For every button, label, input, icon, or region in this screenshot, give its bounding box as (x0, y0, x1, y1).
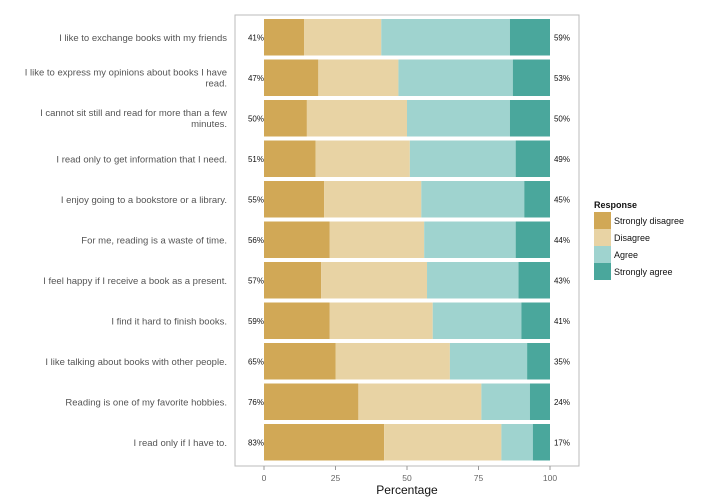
bar-segment-agree-2 (407, 100, 510, 137)
legend-label-strongly-disagree: Strongly disagree (614, 216, 684, 226)
right-percent-label-7: 41% (554, 317, 570, 326)
bar-segment-strongly-disagree-8 (264, 343, 336, 380)
bar-segment-strongly-disagree-1 (264, 59, 319, 96)
bar-segment-disagree-9 (358, 383, 482, 420)
bar-segment-strongly-agree-3 (515, 140, 550, 177)
bar-segment-strongly-agree-4 (524, 181, 550, 218)
category-label-3: I read only to get information that I ne… (56, 154, 227, 165)
category-label-1: I like to express my opinions about book… (25, 67, 227, 89)
bar-segment-strongly-agree-2 (509, 100, 550, 137)
bar-segment-strongly-agree-1 (512, 59, 550, 96)
legend-label-disagree: Disagree (614, 233, 650, 243)
bar-segment-disagree-2 (306, 100, 407, 137)
bar-segment-agree-1 (398, 59, 513, 96)
bar-segment-strongly-agree-10 (532, 424, 550, 461)
left-percent-label-1: 47% (248, 74, 264, 83)
x-tick-label-4: 100 (543, 473, 557, 483)
right-percent-label-3: 49% (554, 155, 570, 164)
right-percent-label-8: 35% (554, 357, 570, 366)
category-label-8: I like talking about books with other pe… (45, 357, 227, 368)
bar-segment-agree-8 (449, 343, 528, 380)
bar-segment-disagree-3 (315, 140, 410, 177)
right-percent-label-1: 53% (554, 74, 570, 83)
bar-segment-agree-7 (432, 302, 522, 339)
x-tick-label-0: 0 (262, 473, 267, 483)
left-percent-label-5: 56% (248, 236, 264, 245)
category-label-7: I find it hard to finish books. (111, 316, 227, 327)
category-label-5: For me, reading is a waste of time. (81, 235, 227, 246)
legend-swatch-disagree (594, 229, 611, 246)
bar-segment-disagree-7 (329, 302, 433, 339)
right-percent-label-5: 44% (554, 236, 570, 245)
right-percent-label-9: 24% (554, 398, 570, 407)
bar-segment-strongly-agree-9 (529, 383, 550, 420)
bar-segment-strongly-disagree-3 (264, 140, 316, 177)
bar-segment-strongly-disagree-10 (264, 424, 385, 461)
right-percent-label-4: 45% (554, 195, 570, 204)
category-label-0: I like to exchange books with my friends (59, 33, 227, 44)
left-percent-label-8: 65% (248, 357, 264, 366)
x-tick-label-3: 75 (474, 473, 484, 483)
left-percent-labels: 41% 47% 50% 51% 55% 56% 57% 59% 65% 76% 83% (248, 33, 264, 447)
bar-segment-strongly-disagree-6 (264, 262, 322, 299)
category-label-2: I cannot sit still and read for more tha… (40, 108, 227, 130)
x-axis-ticks: 0 25 50 75 100 (262, 466, 557, 483)
bar-segment-agree-9 (481, 383, 530, 420)
bar-segment-strongly-disagree-4 (264, 181, 325, 218)
bar-segment-disagree-5 (329, 221, 425, 258)
bar-segment-agree-6 (427, 262, 519, 299)
legend-swatch-agree (594, 246, 611, 263)
right-percent-label-6: 43% (554, 276, 570, 285)
bar-segment-strongly-agree-0 (509, 19, 550, 56)
right-percent-label-0: 59% (554, 33, 570, 42)
left-percent-label-7: 59% (248, 317, 264, 326)
bar-segment-disagree-6 (321, 262, 428, 299)
legend-swatch-strongly-agree (594, 263, 611, 280)
left-percent-label-3: 51% (248, 155, 264, 164)
bar-segment-disagree-10 (384, 424, 502, 461)
bar-segment-disagree-4 (324, 181, 422, 218)
left-percent-label-6: 57% (248, 276, 264, 285)
right-percent-label-10: 17% (554, 438, 570, 447)
category-label-4: I enjoy going to a bookstore or a librar… (61, 195, 227, 206)
bar-segment-disagree-8 (335, 343, 450, 380)
category-label-9: Reading is one of my favorite hobbies. (65, 397, 227, 408)
right-percent-label-2: 50% (554, 114, 570, 123)
bar-segment-agree-4 (421, 181, 525, 218)
bar-segment-strongly-disagree-7 (264, 302, 330, 339)
legend-label-agree: Agree (614, 250, 638, 260)
category-label-6: I feel happy if I receive a book as a pr… (43, 276, 227, 287)
bar-segment-agree-10 (501, 424, 533, 461)
bar-segment-strongly-disagree-2 (264, 100, 307, 137)
bar-segment-strongly-disagree-9 (264, 383, 359, 420)
x-tick-label-1: 25 (331, 473, 341, 483)
category-label-10: I read only if I have to. (134, 438, 227, 449)
left-percent-label-2: 50% (248, 114, 264, 123)
bar-segment-strongly-disagree-0 (264, 19, 305, 56)
bar-segment-agree-5 (424, 221, 516, 258)
left-percent-label-0: 41% (248, 33, 264, 42)
left-percent-label-9: 76% (248, 398, 264, 407)
legend: Response Strongly disagree Disagree Agree S… (594, 200, 684, 280)
bar-segment-strongly-disagree-5 (264, 221, 330, 258)
bar-segment-disagree-1 (318, 59, 399, 96)
bar-segment-strongly-agree-6 (518, 262, 550, 299)
bar-segment-agree-0 (381, 19, 510, 56)
bar-segment-agree-3 (409, 140, 516, 177)
bar-segment-strongly-agree-5 (515, 221, 550, 258)
legend-title: Response (594, 200, 637, 210)
left-percent-label-4: 55% (248, 195, 264, 204)
x-axis-title: Percentage (376, 483, 438, 497)
right-percent-labels: 59% 53% 50% 49% 45% 44% 43% 41% 35% 24% 17% (554, 33, 570, 447)
x-tick-label-2: 50 (402, 473, 412, 483)
category-labels: I like to exchange books with my friends… (25, 33, 228, 449)
legend-label-strongly-agree: Strongly agree (614, 267, 673, 277)
bars-group (264, 19, 550, 461)
bar-segment-strongly-agree-7 (521, 302, 550, 339)
legend-swatch-strongly-disagree (594, 212, 611, 229)
left-percent-label-10: 83% (248, 438, 264, 447)
bar-segment-strongly-agree-8 (527, 343, 550, 380)
bar-segment-disagree-0 (304, 19, 382, 56)
